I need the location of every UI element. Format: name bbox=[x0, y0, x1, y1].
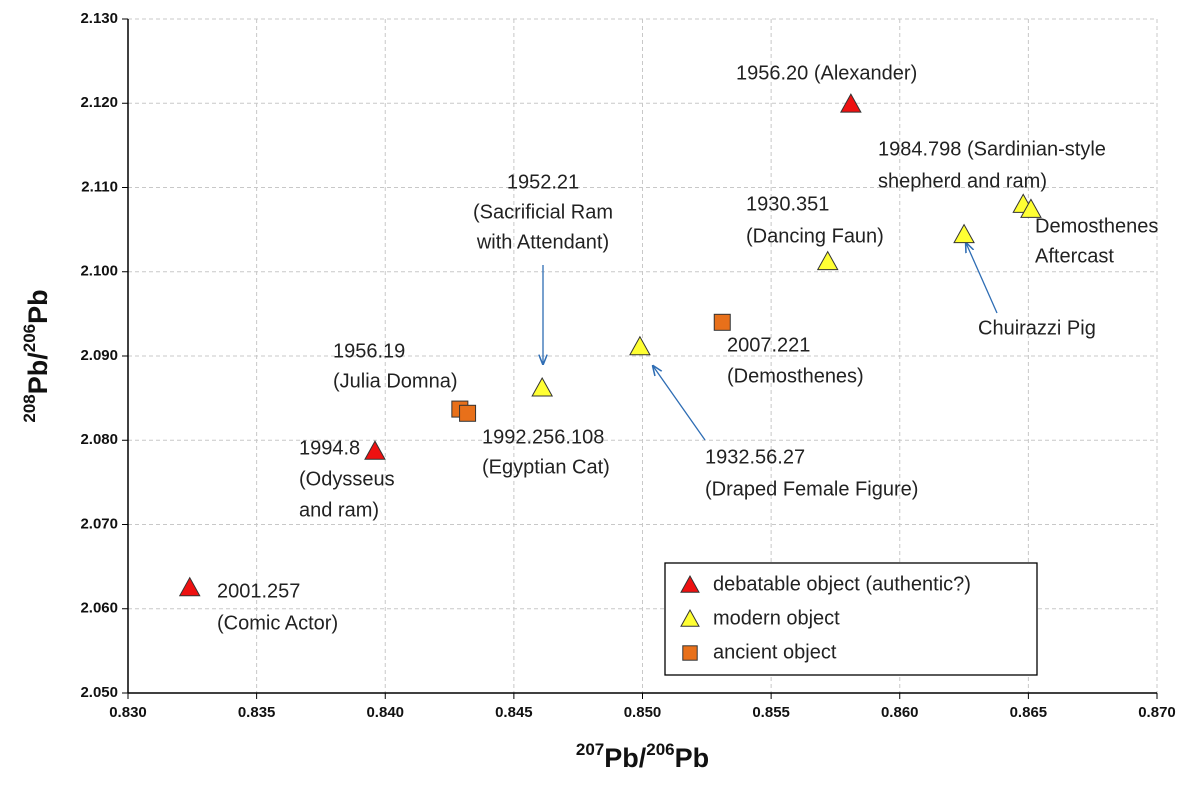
arrow bbox=[653, 366, 706, 441]
x-tick-label: 0.855 bbox=[752, 704, 790, 721]
label-text: Pb/ bbox=[604, 743, 647, 773]
x-tick-label: 0.845 bbox=[495, 704, 533, 721]
annotation: 1952.21 bbox=[507, 171, 579, 193]
y-tick-label: 2.090 bbox=[80, 347, 118, 364]
marker-triangle bbox=[840, 93, 862, 113]
y-tick-label: 2.080 bbox=[80, 431, 118, 448]
x-tick-label: 0.835 bbox=[238, 704, 276, 721]
annotation: 1956.20 (Alexander) bbox=[736, 62, 917, 84]
annotation: 1932.56.27 bbox=[705, 446, 805, 468]
annotation: (Dancing Faun) bbox=[746, 225, 884, 247]
superscript: 206 bbox=[20, 324, 39, 352]
x-tick-label: 0.865 bbox=[1010, 704, 1048, 721]
superscript: 208 bbox=[20, 394, 39, 422]
annotation: (Egyptian Cat) bbox=[482, 456, 610, 478]
y-tick-label: 2.070 bbox=[80, 515, 118, 532]
marker-triangle bbox=[531, 376, 554, 397]
annotation: (Odysseus bbox=[299, 468, 395, 490]
x-tick-label: 0.840 bbox=[366, 704, 404, 721]
marker-triangle bbox=[364, 440, 386, 460]
axis-label: 207Pb/206Pb bbox=[576, 740, 709, 773]
marker-triangle bbox=[680, 574, 700, 593]
annotation: Aftercast bbox=[1035, 245, 1114, 267]
legend-label: debatable object (authentic?) bbox=[713, 573, 971, 595]
annotation: Demosthenes bbox=[1035, 215, 1158, 237]
annotation: (Sacrificial Ram bbox=[473, 201, 613, 223]
annotation: (Julia Domna) bbox=[333, 370, 457, 392]
annotation: with Attendant) bbox=[476, 231, 609, 253]
x-tick-label: 0.860 bbox=[881, 704, 919, 721]
annotation: 1994.8 bbox=[299, 437, 360, 459]
marker-triangle bbox=[629, 335, 651, 356]
annotation: (Comic Actor) bbox=[217, 612, 338, 634]
legend-label: ancient object bbox=[713, 641, 837, 663]
y-tick-label: 2.110 bbox=[81, 178, 118, 195]
legend-box bbox=[664, 562, 1038, 676]
marker-triangle bbox=[816, 250, 839, 271]
y-tick-label: 2.060 bbox=[80, 600, 118, 617]
y-tick-label: 2.130 bbox=[80, 10, 118, 27]
x-tick-label: 0.830 bbox=[109, 704, 147, 721]
marker-square bbox=[713, 313, 731, 331]
annotation: 2001.257 bbox=[217, 580, 300, 602]
annotation: and ram) bbox=[299, 499, 379, 521]
superscript: 206 bbox=[646, 740, 674, 759]
marker-triangle bbox=[178, 576, 201, 597]
y-tick-label: 2.120 bbox=[80, 94, 118, 111]
marker-triangle bbox=[1020, 198, 1042, 218]
annotation: 2007.221 bbox=[727, 334, 810, 356]
plot-area bbox=[122, 18, 1158, 699]
x-tick-label: 0.850 bbox=[624, 704, 662, 721]
label-text: Pb/ bbox=[23, 352, 53, 395]
annotation: 1930.351 bbox=[746, 193, 829, 215]
arrow bbox=[966, 243, 998, 314]
y-tick-label: 2.050 bbox=[80, 684, 118, 701]
marker-triangle bbox=[680, 608, 700, 627]
annotation: (Demosthenes) bbox=[727, 365, 864, 387]
y-tick-label: 2.100 bbox=[80, 263, 118, 280]
marker-square bbox=[459, 404, 477, 422]
label-text: Pb bbox=[23, 289, 53, 324]
x-tick-label: 0.870 bbox=[1138, 704, 1176, 721]
annotation: (Draped Female Figure) bbox=[705, 478, 918, 500]
axis-label: 208Pb/206Pb bbox=[20, 289, 53, 422]
annotation: Chuirazzi Pig bbox=[978, 317, 1096, 339]
label-text: Pb bbox=[675, 743, 710, 773]
marker-square bbox=[682, 645, 698, 661]
legend-label: modern object bbox=[713, 607, 840, 629]
annotation: 1956.19 bbox=[333, 340, 405, 362]
annotation: shepherd and ram) bbox=[878, 170, 1047, 192]
marker-triangle bbox=[953, 223, 975, 244]
superscript: 207 bbox=[576, 740, 604, 759]
annotation: 1984.798 (Sardinian-style bbox=[878, 138, 1106, 160]
annotation: 1992.256.108 bbox=[482, 426, 604, 448]
